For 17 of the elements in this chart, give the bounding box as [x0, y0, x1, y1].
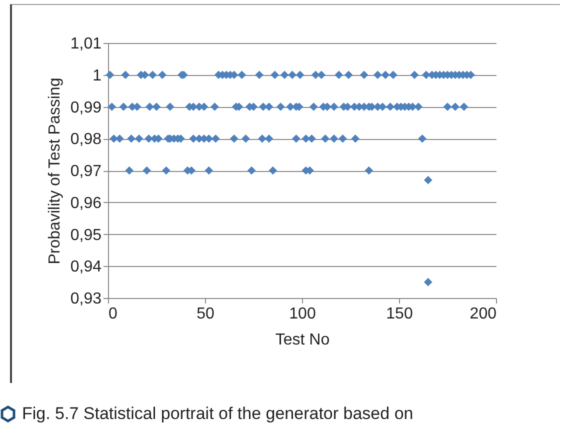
y-tick-label: 0,96 [70, 194, 102, 212]
y-tick-label: 0,95 [70, 226, 102, 244]
x-axis-title: Test No [275, 332, 330, 348]
y-tick-label: 1,01 [70, 36, 102, 52]
y-tick-label: 0,97 [70, 163, 102, 180]
caption: Fig. 5.7 Statistical portrait of the generator based on [22, 404, 414, 424]
y-tick-label: 0,94 [70, 258, 102, 276]
y-axis-title: Probavility of Test Passing [46, 78, 64, 264]
y-tick-label: 1 [92, 67, 102, 84]
x-tick-label: 150 [386, 306, 413, 322]
y-tick-label: 0,93 [70, 290, 102, 308]
x-tick-label: 0 [108, 306, 118, 322]
x-tick-label: 100 [289, 306, 316, 322]
y-tick-label: 0,98 [70, 131, 102, 148]
x-tick-label: 50 [196, 306, 214, 322]
x-tick-label: 200 [470, 306, 497, 322]
y-tick-label: 0,99 [70, 99, 102, 116]
